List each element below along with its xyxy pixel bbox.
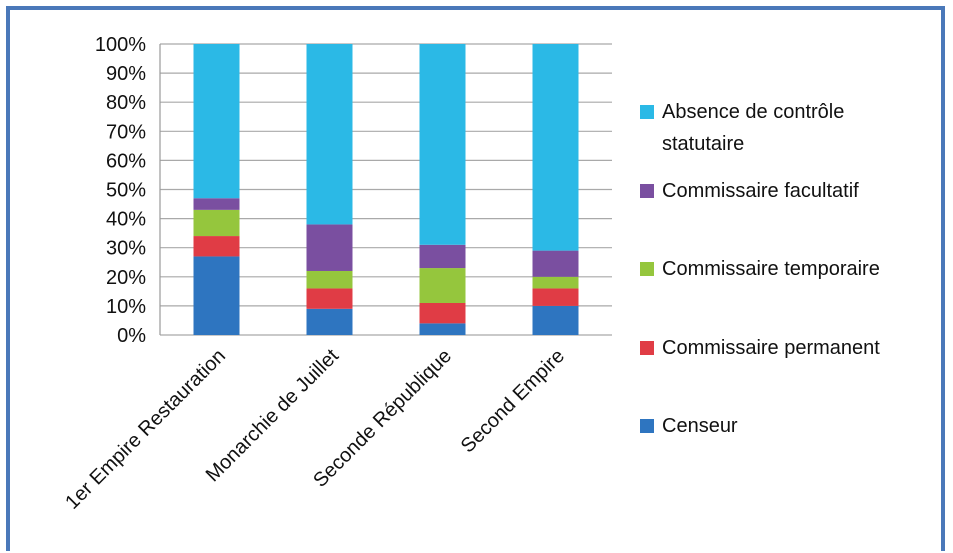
bar-segment	[306, 308, 353, 335]
bar-segment	[193, 209, 240, 237]
bar-segment	[419, 44, 466, 245]
legend-label: Commissaire facultatif	[662, 180, 859, 202]
bar-segment	[532, 288, 579, 306]
bar-segment	[532, 250, 579, 277]
y-tick-label: 80%	[106, 92, 146, 114]
legend: Absence de contrôle statutaire Commissaire…	[640, 101, 880, 437]
y-tick-label: 90%	[106, 63, 146, 85]
legend-swatch	[640, 105, 654, 119]
bar-segment	[193, 256, 240, 335]
legend-label: Absence de contrôle	[662, 101, 844, 123]
y-tick-label: 50%	[106, 180, 146, 202]
bar-segment	[193, 198, 240, 210]
bar-segment	[532, 305, 579, 335]
legend-swatch	[640, 262, 654, 276]
bar-segment	[419, 268, 466, 303]
bar-segment	[419, 323, 466, 335]
y-axis: 0% 10% 20% 30% 40% 50% 60% 70% 80% 90% 100%	[95, 34, 161, 347]
y-tick-label: 0%	[117, 325, 146, 347]
bar-segment	[193, 236, 240, 257]
y-tick-label: 60%	[106, 150, 146, 172]
x-category-label: Second Empire	[457, 345, 569, 457]
bar-segment	[419, 302, 466, 324]
y-tick-label: 20%	[106, 267, 146, 289]
legend-label: Commissaire temporaire	[662, 258, 880, 280]
bar-segment	[193, 44, 240, 199]
y-tick-label: 40%	[106, 209, 146, 231]
legend-swatch	[640, 419, 654, 433]
legend-label: Censeur	[662, 415, 738, 437]
y-tick-label: 100%	[95, 34, 146, 56]
bar-segment	[306, 288, 353, 309]
legend-label: statutaire	[662, 133, 744, 155]
y-tick-label: 30%	[106, 238, 146, 260]
legend-label: Commissaire permanent	[662, 337, 880, 359]
y-tick-label: 70%	[106, 121, 146, 143]
bar-segment	[532, 276, 579, 289]
bar-segment	[306, 270, 353, 289]
bars	[193, 44, 579, 335]
bar-segment	[306, 224, 353, 271]
bar-segment	[306, 44, 353, 225]
legend-swatch	[640, 341, 654, 355]
bar-segment	[419, 244, 466, 269]
bar-segment	[532, 44, 579, 251]
x-category-label: 1er Empire Restauration	[61, 345, 230, 514]
chart-frame	[6, 6, 945, 551]
legend-swatch	[640, 184, 654, 198]
y-tick-label: 10%	[106, 296, 146, 318]
